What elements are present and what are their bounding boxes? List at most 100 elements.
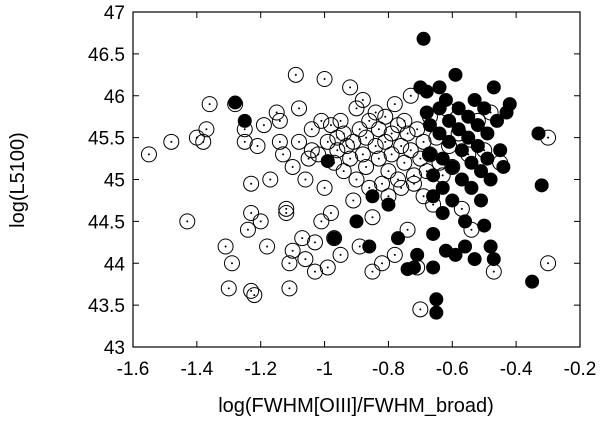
- open-point: [370, 150, 387, 167]
- open-point: [217, 238, 234, 255]
- filled-point: [451, 101, 466, 116]
- y-tick-label: 45: [104, 171, 125, 192]
- open-point-ring: [348, 100, 365, 117]
- open-point-ring: [377, 108, 394, 125]
- open-point-dot: [278, 119, 281, 122]
- open-point: [396, 112, 413, 129]
- open-point: [319, 259, 336, 276]
- filled-point: [445, 193, 460, 208]
- y-tick-label: 45.5: [88, 129, 125, 150]
- open-point: [358, 158, 375, 175]
- open-point-dot: [390, 132, 393, 135]
- open-point-dot: [355, 178, 358, 181]
- open-point-dot: [304, 178, 307, 181]
- open-point-dot: [371, 270, 374, 273]
- filled-point: [467, 92, 482, 107]
- filled-point: [391, 231, 406, 246]
- open-point-ring: [393, 138, 410, 154]
- open-point-ring: [259, 238, 276, 255]
- open-point-dot: [419, 157, 422, 160]
- filled-point: [435, 180, 450, 195]
- open-point: [310, 146, 327, 163]
- open-point-ring: [319, 133, 336, 150]
- open-point-ring: [303, 121, 320, 138]
- open-point: [354, 146, 371, 163]
- open-point-dot: [291, 165, 294, 168]
- open-point: [367, 138, 384, 154]
- open-point: [367, 104, 384, 121]
- open-point: [243, 205, 260, 221]
- open-point-dot: [323, 78, 326, 80]
- open-point-dot: [202, 140, 205, 143]
- open-point-ring: [275, 146, 292, 163]
- open-point-ring: [163, 133, 180, 150]
- filled-point: [480, 151, 495, 166]
- filled-point: [381, 197, 396, 212]
- open-point: [415, 133, 432, 150]
- x-tick-label: -1.2: [244, 359, 277, 380]
- x-tick-label: -0.6: [436, 359, 469, 380]
- filled-point: [432, 80, 447, 95]
- open-point-dot: [355, 107, 358, 110]
- open-point-ring: [358, 129, 375, 146]
- open-point-ring: [306, 234, 323, 251]
- open-point-dot: [307, 157, 310, 160]
- open-point: [313, 112, 330, 129]
- open-point-ring: [329, 142, 346, 159]
- open-point: [278, 205, 295, 221]
- filled-point: [483, 239, 498, 254]
- open-point-dot: [352, 140, 355, 143]
- filled-point: [410, 247, 425, 262]
- open-point-dot: [409, 94, 412, 97]
- open-point-dot: [460, 207, 463, 210]
- open-point-ring: [412, 301, 429, 318]
- open-point-dot: [470, 228, 473, 231]
- open-point-dot: [259, 220, 262, 223]
- axis-ticks: -1.6 -1.4 -1.2 -1 -0.8 -0.6 -0.4 -0.2 43 43.5 44 44…: [88, 3, 596, 380]
- open-point: [412, 301, 429, 318]
- open-point-ring: [271, 133, 288, 150]
- open-point-ring: [195, 133, 212, 150]
- open-point: [281, 255, 298, 272]
- open-point-dot: [381, 262, 384, 265]
- open-point: [300, 150, 317, 167]
- open-point: [140, 146, 157, 163]
- y-tick-label: 44.5: [88, 212, 125, 233]
- open-point: [249, 138, 266, 154]
- open-point-dot: [170, 140, 173, 143]
- open-point: [198, 121, 215, 138]
- open-point-ring: [223, 255, 240, 272]
- open-point-dot: [246, 228, 249, 231]
- filled-point: [496, 159, 511, 174]
- open-point: [313, 213, 330, 230]
- filled-point: [483, 172, 498, 187]
- open-point: [332, 246, 349, 263]
- open-point: [351, 121, 368, 138]
- open-point-dot: [432, 203, 435, 206]
- open-point-ring: [402, 87, 419, 104]
- open-point: [383, 125, 400, 142]
- open-point-dot: [288, 287, 291, 290]
- open-point-ring: [287, 66, 304, 83]
- open-point-ring: [284, 158, 301, 175]
- open-point-ring: [255, 117, 272, 134]
- open-point-dot: [253, 294, 256, 297]
- open-point-dot: [365, 136, 368, 139]
- open-point: [399, 221, 416, 238]
- open-point-dot: [301, 237, 304, 240]
- open-point-ring: [367, 104, 384, 121]
- open-point-ring: [291, 100, 308, 117]
- open-point-dot: [310, 128, 313, 131]
- open-point-ring: [246, 287, 263, 304]
- open-point-ring: [316, 179, 333, 196]
- filled-point: [445, 159, 460, 174]
- open-point: [252, 213, 269, 230]
- open-point-ring: [201, 96, 218, 113]
- open-point: [243, 175, 260, 192]
- filled-point: [448, 67, 463, 82]
- open-point-dot: [313, 270, 316, 273]
- open-point-ring: [249, 138, 266, 154]
- open-point: [255, 117, 272, 134]
- open-point-ring: [364, 263, 381, 280]
- open-point-dot: [326, 266, 329, 269]
